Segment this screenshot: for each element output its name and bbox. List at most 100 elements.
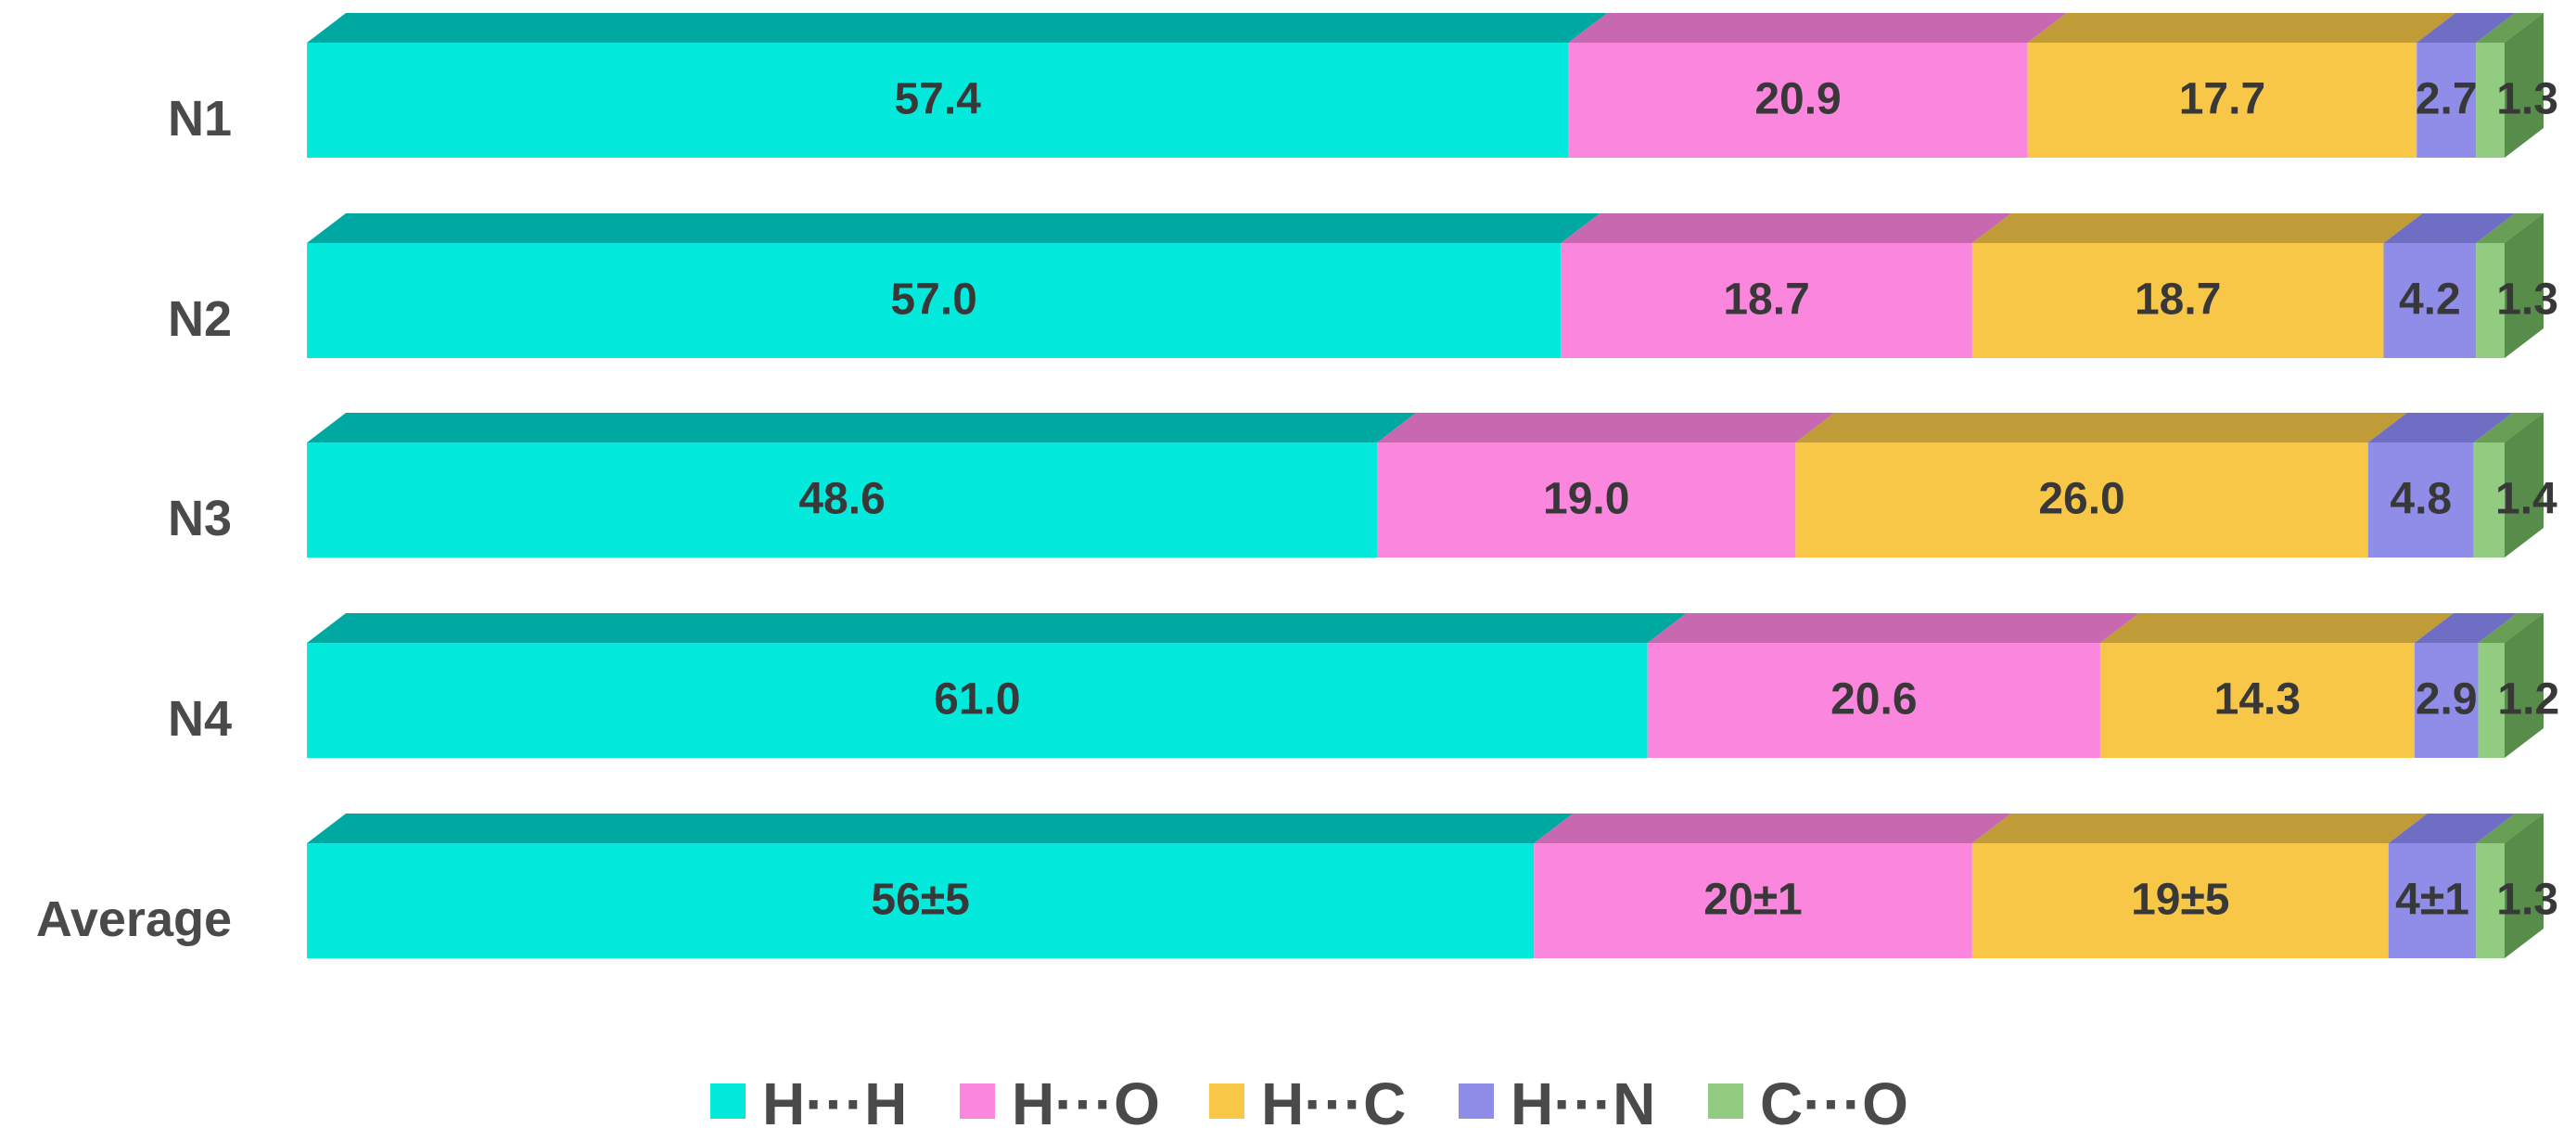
- segment-front-face: [2473, 442, 2505, 558]
- segment-front-face: [1377, 442, 1796, 558]
- segment-front-face: [2099, 643, 2415, 758]
- segment-front-face: [1561, 243, 1972, 358]
- segment-front-face: [2414, 643, 2479, 758]
- value-label: 14.3: [2214, 675, 2301, 724]
- value-label: 20.6: [1830, 675, 1917, 724]
- segment-top-face: [2383, 213, 2516, 243]
- value-label: 1.3: [2496, 276, 2558, 325]
- segment-top-face: [2473, 413, 2544, 442]
- segment-top-face: [2027, 13, 2456, 43]
- value-label: 4±1: [2395, 876, 2469, 925]
- value-label: 57.0: [890, 276, 976, 325]
- segment-top-face: [1534, 814, 2011, 843]
- legend-swatch: [1708, 1083, 1743, 1119]
- legend-label: H···O: [1012, 1070, 1160, 1137]
- legend: H···H H···O H···C H···N C···O: [710, 1070, 1908, 1137]
- segment-front-face: [1534, 843, 1972, 958]
- value-label: 61.0: [934, 675, 1020, 724]
- segment-top-face: [1561, 213, 2011, 243]
- legend-swatch: [710, 1083, 746, 1119]
- value-label: 20±1: [1703, 876, 1802, 925]
- segment-front-face: [307, 43, 1569, 158]
- value-label: 1.2: [2497, 675, 2559, 724]
- segment-front-face: [2476, 43, 2505, 158]
- segment-top-face: [2367, 413, 2513, 442]
- bar-side-cap: [2505, 413, 2544, 558]
- segment-top-face: [2099, 613, 2454, 643]
- value-label: 56±5: [871, 876, 969, 925]
- segment-top-face: [2476, 213, 2544, 243]
- value-label: 1.3: [2496, 876, 2558, 925]
- segment-top-face: [307, 13, 1608, 43]
- segment-top-face: [307, 213, 1600, 243]
- value-label: 1.4: [2495, 475, 2557, 524]
- legend-label: C···O: [1760, 1070, 1908, 1137]
- segment-front-face: [2388, 843, 2477, 958]
- segment-front-face: [2417, 43, 2477, 158]
- value-label: 48.6: [798, 475, 885, 524]
- value-label: 20.9: [1754, 75, 1841, 124]
- value-label: 2.7: [2416, 75, 2478, 124]
- segment-top-face: [1377, 413, 1835, 442]
- segment-top-face: [2478, 613, 2544, 643]
- segment-top-face: [2476, 814, 2544, 843]
- bar-side-cap: [2505, 814, 2544, 958]
- segment-front-face: [2367, 442, 2474, 558]
- value-label: 19±5: [2131, 876, 2229, 925]
- segment-top-face: [307, 814, 1574, 843]
- value-label: 18.7: [1723, 276, 1809, 325]
- segment-top-face: [307, 413, 1417, 442]
- segment-top-face: [2388, 814, 2516, 843]
- value-label: 2.9: [2416, 675, 2478, 724]
- segment-front-face: [307, 843, 1535, 958]
- legend-label: H···C: [1261, 1070, 1406, 1137]
- segment-front-face: [2027, 43, 2417, 158]
- segment-top-face: [307, 613, 1687, 643]
- segment-top-face: [1647, 613, 2139, 643]
- segment-top-face: [1795, 413, 2407, 442]
- bar-side-cap: [2505, 613, 2544, 758]
- segment-top-face: [2414, 613, 2518, 643]
- segment-front-face: [1971, 843, 2389, 958]
- segment-top-face: [1971, 814, 2428, 843]
- segment-top-face: [1568, 13, 2067, 43]
- segment-front-face: [1971, 243, 2384, 358]
- category-label: N4: [168, 691, 232, 747]
- segment-top-face: [2476, 13, 2544, 43]
- category-label: N2: [168, 291, 232, 347]
- bar-row-n4: 61.0 20.6 14.3 2.9 1.2 N4: [168, 613, 2559, 758]
- bar-row-n3: 48.6 19.0 26.0 4.8 1.4 N3: [168, 413, 2557, 558]
- segment-front-face: [1795, 442, 2368, 558]
- legend-label: H···H: [762, 1070, 907, 1137]
- value-label: 17.7: [2179, 75, 2265, 124]
- segment-front-face: [1568, 43, 2028, 158]
- legend-swatch: [1459, 1083, 1494, 1119]
- bar-row-n2: 57.0 18.7 18.7 4.2 1.3 N2: [168, 213, 2558, 358]
- legend-swatch: [1209, 1083, 1244, 1119]
- segment-front-face: [1647, 643, 2100, 758]
- segment-front-face: [307, 643, 1648, 758]
- segment-top-face: [1971, 213, 2423, 243]
- segment-front-face: [307, 243, 1562, 358]
- segment-front-face: [2383, 243, 2477, 358]
- category-label: Average: [36, 891, 232, 947]
- bar-row-n1: 57.4 20.9 17.7 2.7 1.3 N1: [168, 13, 2558, 158]
- category-label: N3: [168, 491, 232, 546]
- segment-front-face: [2476, 843, 2505, 958]
- legend-swatch: [960, 1083, 995, 1119]
- bar-row-average: 56±5 20±1 19±5 4±1 1.3 Average: [36, 814, 2558, 958]
- bar-side-cap: [2505, 13, 2544, 158]
- value-label: 4.2: [2399, 276, 2461, 325]
- value-label: 4.8: [2390, 475, 2452, 524]
- value-label: 26.0: [2038, 475, 2124, 524]
- value-label: 57.4: [894, 75, 981, 124]
- value-label: 19.0: [1543, 475, 1629, 524]
- segment-top-face: [2417, 13, 2516, 43]
- legend-label: H···N: [1511, 1070, 1655, 1137]
- bar-side-cap: [2505, 213, 2544, 358]
- segment-front-face: [2476, 243, 2505, 358]
- segment-front-face: [2478, 643, 2505, 758]
- category-label: N1: [168, 91, 232, 147]
